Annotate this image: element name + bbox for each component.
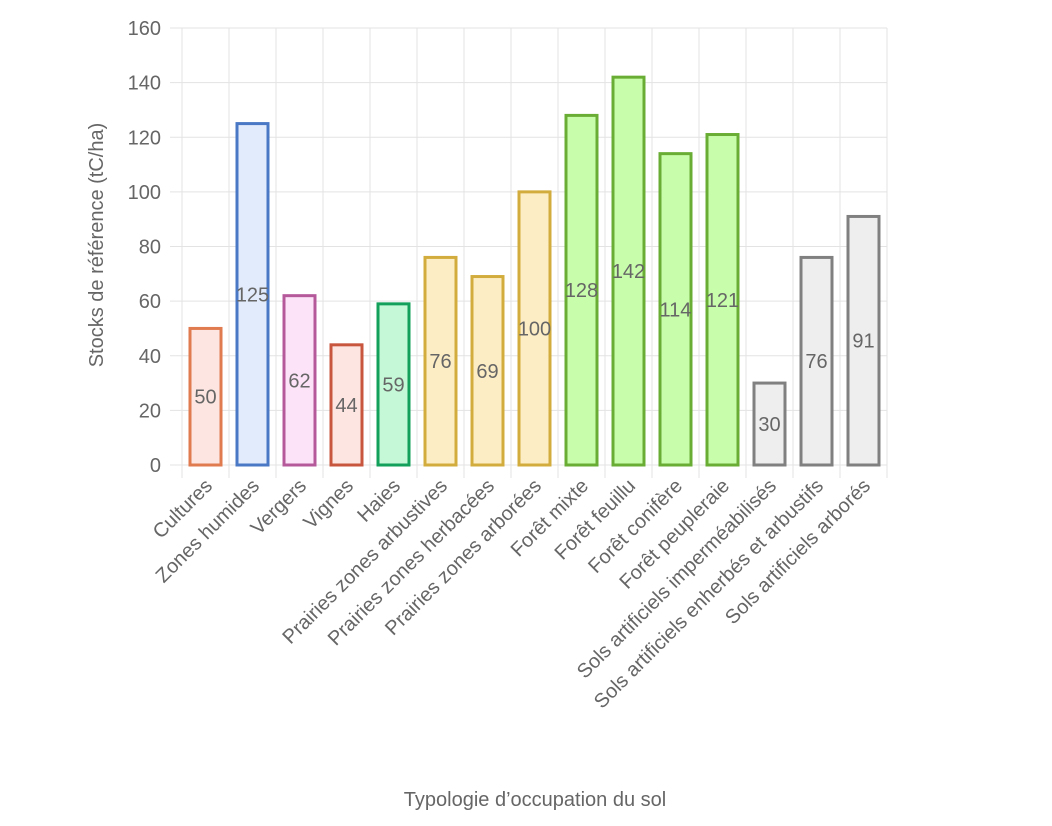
- y-tick-label: 0: [150, 455, 161, 477]
- y-tick-label: 20: [139, 400, 161, 422]
- x-axis-title: Typologie d’occupation du sol: [404, 789, 666, 811]
- data-label: 62: [288, 370, 310, 392]
- bar: [752, 381, 787, 467]
- bar: [846, 214, 881, 467]
- data-label: 91: [852, 331, 874, 353]
- x-tick-label: Vignes: [299, 475, 358, 534]
- data-label: 142: [612, 261, 645, 283]
- data-label: 30: [758, 414, 780, 436]
- data-label: 76: [805, 351, 827, 373]
- data-label: 128: [565, 280, 598, 302]
- y-axis-title: Stocks de référence (tC/ha): [86, 123, 108, 368]
- bar: [329, 343, 364, 467]
- bar: [705, 133, 740, 467]
- data-label: 69: [476, 361, 498, 383]
- bar: [282, 294, 317, 467]
- data-label: 44: [335, 395, 357, 417]
- bar: [376, 302, 411, 467]
- grid-lines: [170, 27, 888, 478]
- data-labels: 50 125 62 44 59 76 69 100 128 142 114 121 30 76 91: [194, 261, 874, 436]
- data-label: 50: [194, 387, 216, 409]
- bar: [799, 255, 834, 467]
- data-label: 76: [429, 351, 451, 373]
- bar: [423, 255, 458, 467]
- y-tick-label: 40: [139, 346, 161, 368]
- y-axis-tick-labels: 0 20 40 60 80 100 120 140 160: [128, 18, 161, 477]
- bars: [188, 75, 881, 467]
- bar: [470, 275, 505, 467]
- y-tick-label: 120: [128, 127, 161, 149]
- bar: [611, 75, 646, 467]
- bar: [517, 190, 552, 467]
- y-tick-label: 80: [139, 237, 161, 259]
- y-tick-label: 100: [128, 182, 161, 204]
- y-tick-label: 60: [139, 291, 161, 313]
- y-tick-label: 160: [128, 18, 161, 40]
- bar: [658, 152, 693, 467]
- data-label: 59: [382, 374, 404, 396]
- data-label: 121: [706, 290, 739, 312]
- bar: [235, 122, 270, 467]
- data-label: 114: [660, 299, 692, 321]
- data-label: 100: [518, 318, 551, 340]
- bar: [564, 113, 599, 467]
- bar: [188, 326, 223, 467]
- data-label: 125: [236, 284, 269, 306]
- y-tick-label: 140: [128, 73, 161, 95]
